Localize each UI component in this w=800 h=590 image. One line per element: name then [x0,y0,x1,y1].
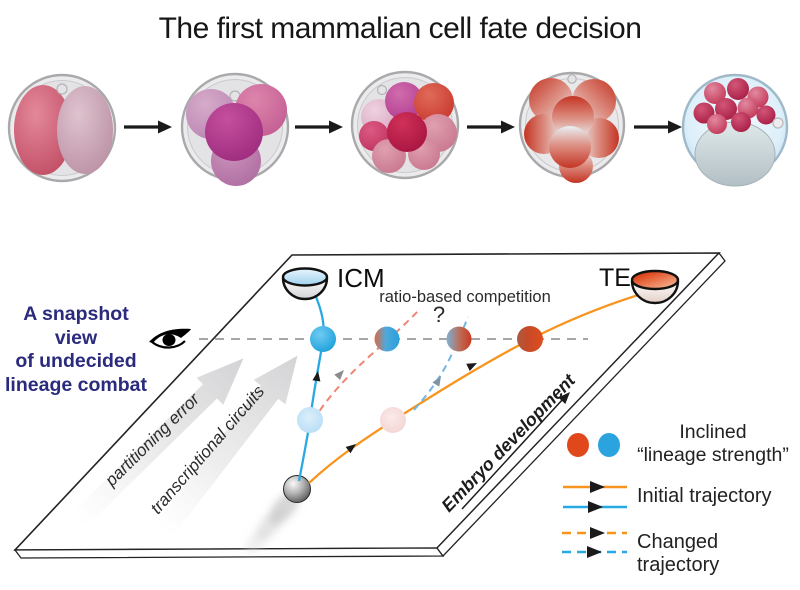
lineage-dot-early-blue [297,407,323,433]
stage-arrow-icon [295,120,343,134]
legend-initial-blue-arrow-icon [563,501,627,513]
changed-red-arrowhead-icon [334,370,344,381]
lineage-dot-early-pink [380,407,406,433]
snapshot-note-line3: lineage combat [5,373,147,396]
legend-lineage-strength-label: Inclined “lineage strength” [626,421,800,467]
snapshot-note: A snapshot view of undecided lineage com… [0,303,152,397]
origin-ball-icon [283,475,311,503]
embryo-stage-two-cell-icon [7,73,117,183]
tilted-plane [13,251,726,559]
legend-orange-dot-icon [567,433,589,457]
stage-arrow-icon [124,120,172,134]
embryo-stage-four-cell-icon [180,72,290,186]
legend-lineage-strength-line1: Inclined [679,421,747,443]
legend-lineage-strength-line2: “lineage strength” [637,444,789,466]
transcriptional-circuits-arrow-icon [154,355,298,538]
changed-blue-arrowhead-icon [432,376,441,387]
changed-trajectory-blue-path [413,316,469,411]
te-cup-icon [630,269,680,305]
lineage-dot-blue [310,326,336,352]
changed-trajectory-red-path [306,308,421,432]
question-mark-label: ? [432,302,446,327]
icm-cup-icon [281,267,329,301]
embryo-stage-eight-cell-icon [350,70,460,180]
figure-title: The first mammalian cell fate decision [158,12,642,45]
lineage-dot-red [517,326,543,352]
snapshot-note-line1: A snapshot view [23,303,129,349]
snapshot-note-line2: of undecided [15,350,137,372]
te-label: TE [599,264,631,292]
legend-changed-trajectory-label: Changed trajectory [637,531,720,576]
embryo-stage-morula-icon [518,71,626,183]
lineage-dot-orange-blue [374,326,400,352]
lineage-dot-blue-red [446,326,472,352]
legend-initial-orange-arrow-icon [563,481,627,493]
legend-changed-orange-arrow-icon [562,527,627,539]
legend-initial-trajectory-label: Initial trajectory [637,485,772,507]
legend-changed-blue-arrow-icon [562,546,627,558]
stage-arrow-icon [634,120,682,134]
icm-label: ICM [337,263,385,293]
trajectory-arrowhead-icon [312,363,477,454]
embryo-stage-blastocyst-icon [681,73,789,187]
competition-label: ratio-based competition [379,288,551,306]
legend-blue-dot-icon [598,433,620,457]
stage-arrow-icon [467,120,515,134]
eye-icon [149,328,191,349]
partitioning-error-arrow-icon [70,358,244,529]
embryo-development-axis [461,392,570,510]
